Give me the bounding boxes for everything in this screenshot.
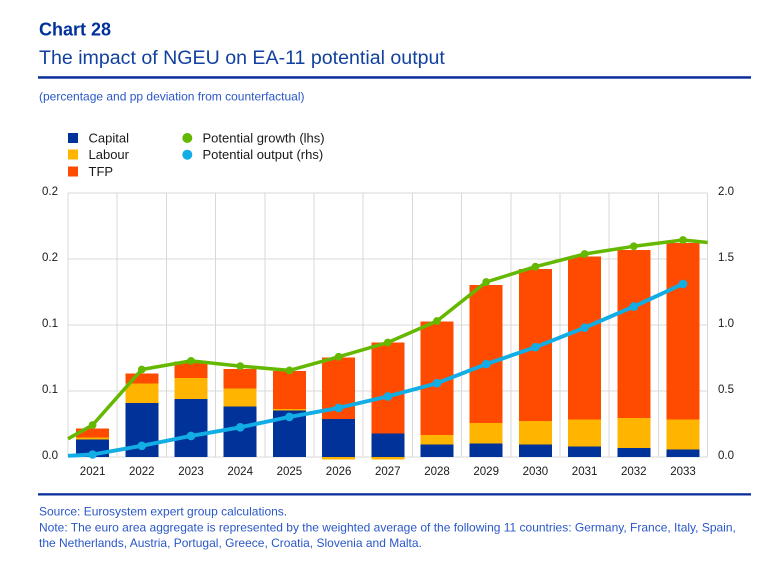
svg-text:(percentage and pp deviation f: (percentage and pp deviation from counte… — [39, 90, 305, 104]
svg-text:2025: 2025 — [277, 466, 303, 478]
svg-text:TFP: TFP — [89, 164, 114, 179]
svg-text:2021: 2021 — [80, 466, 106, 478]
svg-text:0.1: 0.1 — [42, 384, 58, 396]
svg-text:2.0: 2.0 — [718, 186, 734, 198]
svg-text:0.0: 0.0 — [42, 450, 58, 462]
svg-text:1.0: 1.0 — [718, 318, 734, 330]
svg-text:2024: 2024 — [227, 466, 253, 478]
svg-text:the Netherlands, Austria, Port: the Netherlands, Austria, Portugal, Gree… — [39, 536, 422, 550]
svg-text:Capital: Capital — [89, 131, 130, 146]
svg-text:2028: 2028 — [424, 466, 450, 478]
svg-text:Labour: Labour — [89, 147, 130, 162]
svg-text:2023: 2023 — [178, 466, 204, 478]
svg-text:Potential growth (lhs): Potential growth (lhs) — [203, 131, 325, 146]
svg-text:0.0: 0.0 — [718, 450, 734, 462]
svg-text:2030: 2030 — [523, 466, 549, 478]
svg-text:2022: 2022 — [129, 466, 155, 478]
svg-text:2027: 2027 — [375, 466, 401, 478]
svg-text:Note: The euro area aggregate: Note: The euro area aggregate is represe… — [39, 520, 736, 534]
svg-text:Potential output (rhs): Potential output (rhs) — [203, 147, 324, 162]
svg-text:Chart 28: Chart 28 — [39, 20, 111, 40]
svg-text:The impact of NGEU on EA-11 po: The impact of NGEU on EA-11 potential ou… — [39, 47, 445, 69]
svg-text:0.2: 0.2 — [42, 252, 58, 264]
svg-text:2026: 2026 — [326, 466, 352, 478]
svg-text:2029: 2029 — [473, 466, 499, 478]
svg-text:2032: 2032 — [621, 466, 647, 478]
svg-text:0.2: 0.2 — [42, 186, 58, 198]
svg-text:0.1: 0.1 — [42, 318, 58, 330]
svg-text:0.5: 0.5 — [718, 384, 734, 396]
svg-text:2033: 2033 — [670, 466, 696, 478]
svg-text:1.5: 1.5 — [718, 252, 734, 264]
svg-text:2031: 2031 — [572, 466, 598, 478]
svg-text:Source: Eurosystem expert grou: Source: Eurosystem expert group calculat… — [39, 505, 287, 519]
